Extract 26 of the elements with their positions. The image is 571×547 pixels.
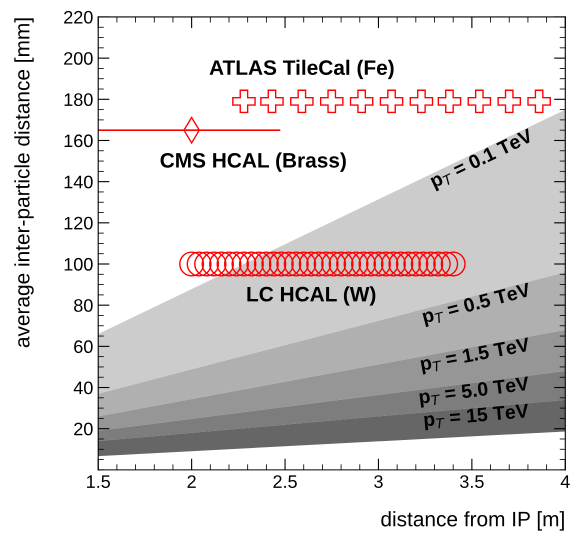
series-label: p$_{T}$ = 1.5 TeV: [420, 337, 532, 375]
x-tick-label: 3.5: [460, 475, 484, 488]
y-tick-label: 100: [64, 258, 93, 271]
y-tick-label: 20: [74, 422, 93, 436]
y-tick-label: 40: [74, 381, 93, 394]
annotation: ATLAS TileCal (Fe): [210, 60, 394, 80]
series-label: p$_{T}$ = 0.5 TeV: [422, 282, 532, 328]
annotation: CMS HCAL (Brass): [160, 152, 346, 172]
y-tick-label: 140: [64, 176, 93, 188]
x-tick-label: 2: [188, 475, 196, 488]
x-axis-title: distance from IP [m]: [381, 511, 564, 531]
y-tick-label: 160: [64, 134, 93, 148]
y-tick-label: 200: [64, 52, 93, 65]
x-tick-label: 2.5: [273, 475, 297, 488]
y-tick-label: 220: [64, 10, 93, 24]
series-label: p$_{T}$ = 15 TeV: [424, 404, 530, 430]
x-tick-label: 1.5: [87, 475, 110, 488]
x-tick-label: 4: [560, 475, 570, 488]
annotation: LC HCAL (W): [247, 286, 376, 306]
y-tick-label: 180: [64, 93, 93, 106]
y-tick-label: 120: [64, 216, 93, 230]
x-tick-label: 3: [374, 475, 383, 488]
series-label: p$_{T}$ = 0.1 TeV: [429, 128, 536, 192]
y-tick-label: 80: [74, 299, 93, 312]
y-axis-title: average inter-particle distance [mm]: [14, 18, 34, 348]
y-tick-label: 60: [74, 340, 93, 354]
